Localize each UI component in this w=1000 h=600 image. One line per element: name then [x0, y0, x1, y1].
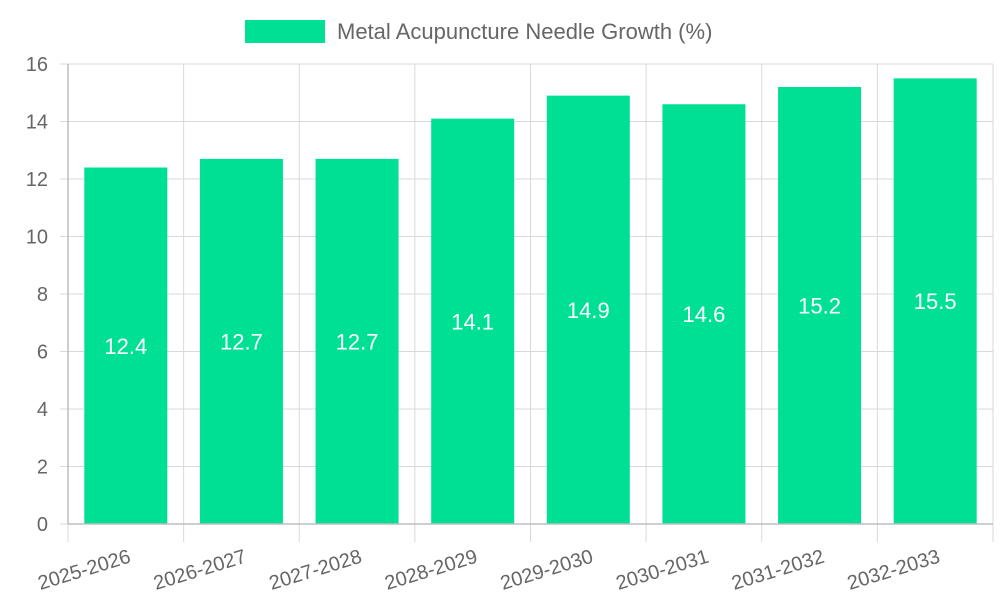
legend[interactable]: Metal Acupuncture Needle Growth (%): [245, 19, 712, 44]
y-tick-label: 0: [37, 514, 48, 536]
data-label: 15.5: [914, 289, 957, 314]
x-tick-label: 2031-2032: [729, 546, 827, 595]
bar[interactable]: [778, 87, 862, 524]
bars: [84, 78, 977, 525]
x-tick-label: 2030-2031: [613, 546, 711, 595]
legend-swatch: [245, 20, 325, 43]
bar[interactable]: [662, 104, 746, 524]
y-tick-label: 6: [37, 342, 48, 364]
data-labels: 12.4 12.7 12.7 14.1 14.9 14.6 15.2 15.5: [104, 289, 956, 359]
y-tick-label: 10: [26, 227, 48, 249]
bar[interactable]: [546, 95, 630, 524]
x-tick-label: 2027-2028: [267, 546, 365, 595]
bar[interactable]: [431, 118, 515, 524]
data-label: 12.7: [336, 329, 379, 354]
data-label: 14.1: [451, 309, 494, 334]
x-tick-label: 2029-2030: [498, 546, 596, 595]
data-label: 14.6: [683, 302, 726, 327]
bar[interactable]: [84, 167, 168, 525]
data-label: 14.9: [567, 298, 610, 323]
x-tick-label: 2025-2026: [35, 546, 133, 595]
y-tick-label: 12: [26, 169, 48, 191]
x-tick-label: 2026-2027: [151, 546, 249, 595]
y-tick-label: 8: [37, 284, 48, 306]
x-tick-label: 2032-2033: [845, 546, 943, 595]
bar[interactable]: [199, 158, 283, 524]
y-tick-label: 4: [37, 399, 48, 421]
y-tick-label: 14: [26, 112, 48, 134]
bar[interactable]: [315, 158, 399, 524]
y-tick-label: 2: [37, 457, 48, 479]
bar[interactable]: [893, 78, 977, 524]
y-tick-label: 16: [26, 54, 48, 76]
x-tick-label: 2028-2029: [382, 546, 480, 595]
legend-label: Metal Acupuncture Needle Growth (%): [337, 19, 712, 44]
data-label: 12.4: [104, 334, 147, 359]
data-label: 15.2: [798, 294, 841, 319]
data-label: 12.7: [220, 329, 263, 354]
